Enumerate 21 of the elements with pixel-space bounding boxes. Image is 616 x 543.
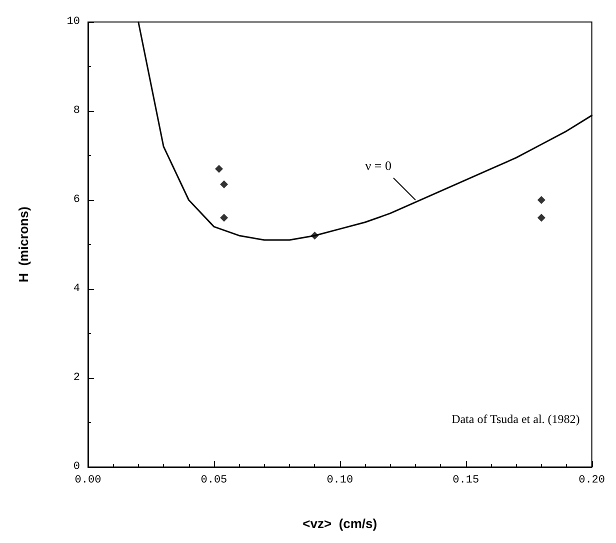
point	[537, 196, 546, 204]
point	[220, 214, 228, 222]
annotation: Data of Tsuda et al. (1982)	[452, 412, 580, 426]
x-tick-label: 0.05	[200, 474, 228, 486]
x-tick-label: 0.00	[74, 474, 102, 486]
y-tick-label: 2	[73, 372, 80, 384]
y-tick-label: 10	[66, 16, 80, 28]
y-tick-label: 6	[73, 194, 80, 206]
y-tick-label: 8	[73, 105, 80, 117]
y-axis-title: H (microns)	[16, 206, 31, 282]
y-tick-label: 4	[73, 283, 80, 295]
x-tick-label: 0.20	[578, 474, 605, 486]
y-tick-label: 0	[73, 461, 80, 473]
annotation: ν = 0	[365, 158, 392, 173]
point	[214, 164, 223, 173]
point	[537, 214, 546, 222]
point	[310, 232, 319, 240]
point	[220, 180, 228, 188]
x-axis-title: <vz> (cm/s)	[302, 516, 378, 531]
x-tick-label: 0.10	[326, 474, 354, 486]
x-tick-label: 0.15	[452, 474, 480, 486]
